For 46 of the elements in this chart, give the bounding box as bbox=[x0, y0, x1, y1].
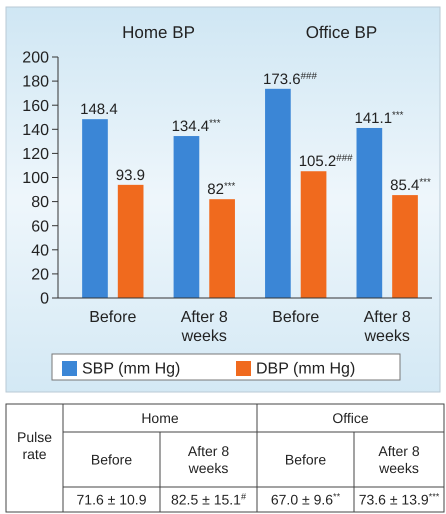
y-tick-label: 60 bbox=[31, 218, 50, 236]
bar bbox=[300, 171, 326, 298]
text: After 8 weeks bbox=[188, 442, 230, 476]
text: Home BP bbox=[122, 23, 195, 42]
y-tick-label: 200 bbox=[22, 50, 50, 67]
y-tick-label: 160 bbox=[22, 98, 50, 115]
text: 82.5 ± 15.1$^{#}$ bbox=[170, 491, 247, 508]
text: Before bbox=[284, 451, 326, 468]
data-label: 134.4$^{***}$ bbox=[172, 118, 221, 136]
bar bbox=[356, 128, 382, 298]
bar bbox=[118, 184, 144, 298]
data-label: 105.2$^{###}$ bbox=[298, 152, 354, 170]
data-label: 82$^{***}$ bbox=[207, 180, 236, 198]
legend-label: DBP (mm Hg) bbox=[256, 360, 356, 378]
data-label: 141.1$^{***}$ bbox=[354, 109, 404, 127]
data-label: 148.4 bbox=[80, 101, 118, 118]
x-tick-label: Before bbox=[89, 309, 136, 326]
text: Before bbox=[90, 451, 132, 468]
text: Office bbox=[332, 410, 369, 426]
text: 73.6 ± 13.9$^{***}$ bbox=[358, 491, 440, 508]
y-tick-label: 180 bbox=[22, 74, 50, 91]
y-tick-label: 20 bbox=[31, 266, 50, 284]
bar bbox=[82, 119, 108, 298]
data-label: 173.6$^{###}$ bbox=[263, 70, 318, 88]
y-tick-label: 100 bbox=[22, 170, 50, 188]
bar bbox=[209, 199, 235, 298]
text: Pulse rate bbox=[16, 428, 52, 462]
bar bbox=[265, 88, 291, 298]
data-label: 93.9 bbox=[116, 166, 146, 184]
x-tick-label: After 8 weeks bbox=[180, 309, 228, 345]
y-tick-label: 140 bbox=[22, 122, 50, 139]
x-tick-label: After 8 weeks bbox=[364, 309, 411, 345]
y-tick-label: 0 bbox=[40, 290, 50, 308]
y-tick-label: 40 bbox=[31, 242, 50, 260]
data-label: 85.4$^{***}$ bbox=[390, 176, 431, 194]
text: 67.0 ± 9.6$^{**}$ bbox=[270, 491, 341, 508]
bar bbox=[392, 195, 418, 298]
x-tick-label: Before bbox=[272, 309, 320, 326]
text: Home bbox=[141, 410, 179, 426]
y-tick-label: 120 bbox=[22, 146, 50, 163]
text: Office BP bbox=[306, 23, 378, 42]
bar bbox=[174, 136, 200, 298]
legend-label: SBP (mm Hg) bbox=[82, 360, 180, 378]
text: After 8 weeks bbox=[378, 442, 420, 476]
y-tick-label: 80 bbox=[31, 194, 50, 212]
text: 71.6 ± 10.9 bbox=[76, 491, 147, 508]
